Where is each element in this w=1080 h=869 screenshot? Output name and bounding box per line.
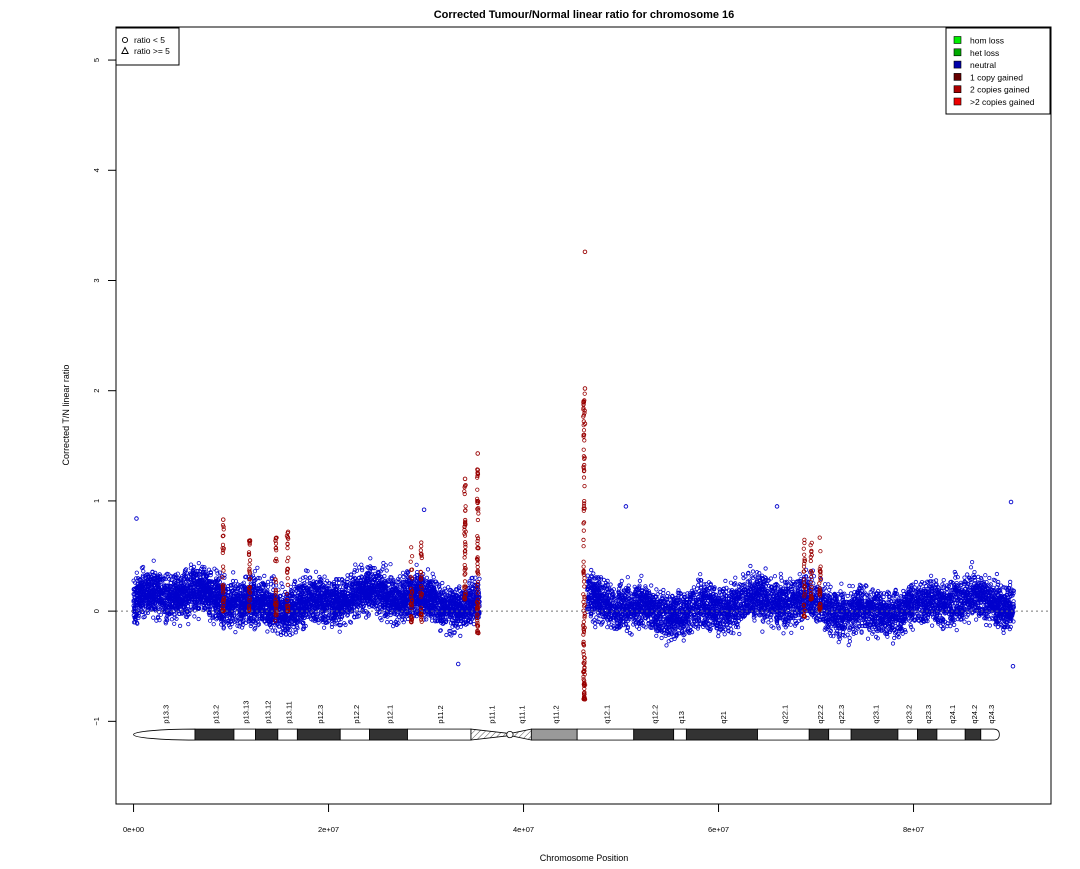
neutral-point bbox=[451, 619, 456, 624]
neutral-point bbox=[436, 584, 442, 590]
neutral-point bbox=[221, 626, 226, 631]
neutral-point bbox=[371, 565, 376, 571]
neutral-point bbox=[279, 581, 284, 586]
neutral-point bbox=[303, 574, 308, 580]
neutral-point bbox=[327, 610, 332, 615]
neutral-point bbox=[240, 620, 245, 625]
neutral-point bbox=[252, 569, 257, 574]
data-points bbox=[131, 499, 1017, 669]
neutral-point bbox=[206, 567, 212, 572]
neutral-point bbox=[285, 628, 290, 633]
neutral-point bbox=[200, 564, 205, 570]
neutral-point bbox=[279, 632, 284, 638]
neutral-point bbox=[425, 567, 431, 572]
neutral-point bbox=[231, 570, 236, 575]
neutral-point bbox=[444, 632, 449, 638]
neutral-point bbox=[395, 617, 400, 622]
neutral-point bbox=[313, 569, 319, 574]
neutral-point bbox=[211, 622, 216, 627]
neutral-point bbox=[353, 562, 358, 567]
neutral-point bbox=[151, 615, 156, 620]
neutral-point bbox=[440, 621, 445, 627]
neutral-point bbox=[357, 575, 362, 580]
neutral-point bbox=[467, 579, 472, 584]
neutral-point bbox=[446, 585, 451, 590]
neutral-point bbox=[361, 609, 366, 615]
neutral-point bbox=[450, 624, 455, 629]
neutral-point bbox=[424, 617, 429, 622]
neutral-point bbox=[329, 624, 334, 630]
neutral-point bbox=[424, 575, 429, 580]
neutral-point bbox=[368, 556, 373, 561]
neutral-point bbox=[175, 571, 180, 576]
neutral-point bbox=[232, 591, 237, 596]
neutral-point bbox=[196, 616, 201, 622]
neutral-point bbox=[342, 621, 347, 626]
neutral-point bbox=[210, 615, 215, 621]
neutral-point bbox=[272, 628, 278, 633]
neutral-point bbox=[238, 620, 243, 625]
neutral-point bbox=[166, 572, 171, 577]
neutral-point bbox=[458, 633, 463, 639]
neutral-point bbox=[230, 578, 236, 584]
neutral-point bbox=[280, 584, 285, 590]
neutral-point bbox=[345, 577, 350, 582]
neutral-point bbox=[134, 576, 139, 581]
neutral-point bbox=[385, 619, 390, 625]
neutral-point bbox=[448, 628, 453, 634]
neutral-point bbox=[233, 629, 238, 635]
neutral-point bbox=[222, 575, 227, 580]
neutral-point bbox=[347, 619, 353, 624]
neutral-point bbox=[134, 570, 139, 575]
neutral-point bbox=[348, 620, 354, 625]
chart-title: Corrected Tumour/Normal linear ratio for… bbox=[434, 9, 735, 21]
neutral-point bbox=[304, 579, 310, 584]
